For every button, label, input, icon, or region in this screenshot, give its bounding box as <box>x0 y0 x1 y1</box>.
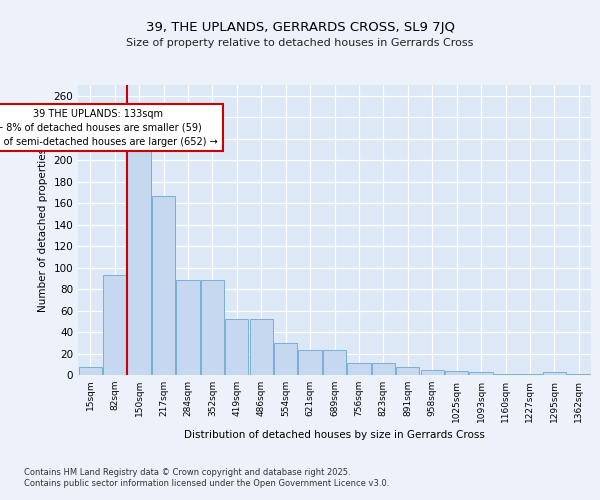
Bar <box>274 343 297 375</box>
Bar <box>347 363 371 375</box>
Y-axis label: Number of detached properties: Number of detached properties <box>38 148 48 312</box>
Bar <box>518 374 542 375</box>
Bar <box>396 368 419 375</box>
Bar <box>152 196 175 375</box>
Bar <box>323 350 346 375</box>
Bar <box>469 372 493 375</box>
Bar <box>372 363 395 375</box>
Text: Contains HM Land Registry data © Crown copyright and database right 2025.: Contains HM Land Registry data © Crown c… <box>24 468 350 477</box>
Text: 39 THE UPLANDS: 133sqm
← 8% of detached houses are smaller (59)
92% of semi-deta: 39 THE UPLANDS: 133sqm ← 8% of detached … <box>0 108 218 146</box>
Bar <box>543 372 566 375</box>
Bar <box>225 319 248 375</box>
Text: Size of property relative to detached houses in Gerrards Cross: Size of property relative to detached ho… <box>127 38 473 48</box>
Bar <box>298 350 322 375</box>
X-axis label: Distribution of detached houses by size in Gerrards Cross: Distribution of detached houses by size … <box>184 430 485 440</box>
Bar <box>127 145 151 375</box>
Bar <box>250 319 273 375</box>
Bar <box>567 374 590 375</box>
Bar <box>103 275 126 375</box>
Bar <box>494 374 517 375</box>
Bar <box>201 280 224 375</box>
Bar <box>445 370 468 375</box>
Text: Contains public sector information licensed under the Open Government Licence v3: Contains public sector information licen… <box>24 479 389 488</box>
Bar <box>79 368 102 375</box>
Bar <box>421 370 444 375</box>
Bar <box>176 280 200 375</box>
Text: 39, THE UPLANDS, GERRARDS CROSS, SL9 7JQ: 39, THE UPLANDS, GERRARDS CROSS, SL9 7JQ <box>146 21 455 34</box>
